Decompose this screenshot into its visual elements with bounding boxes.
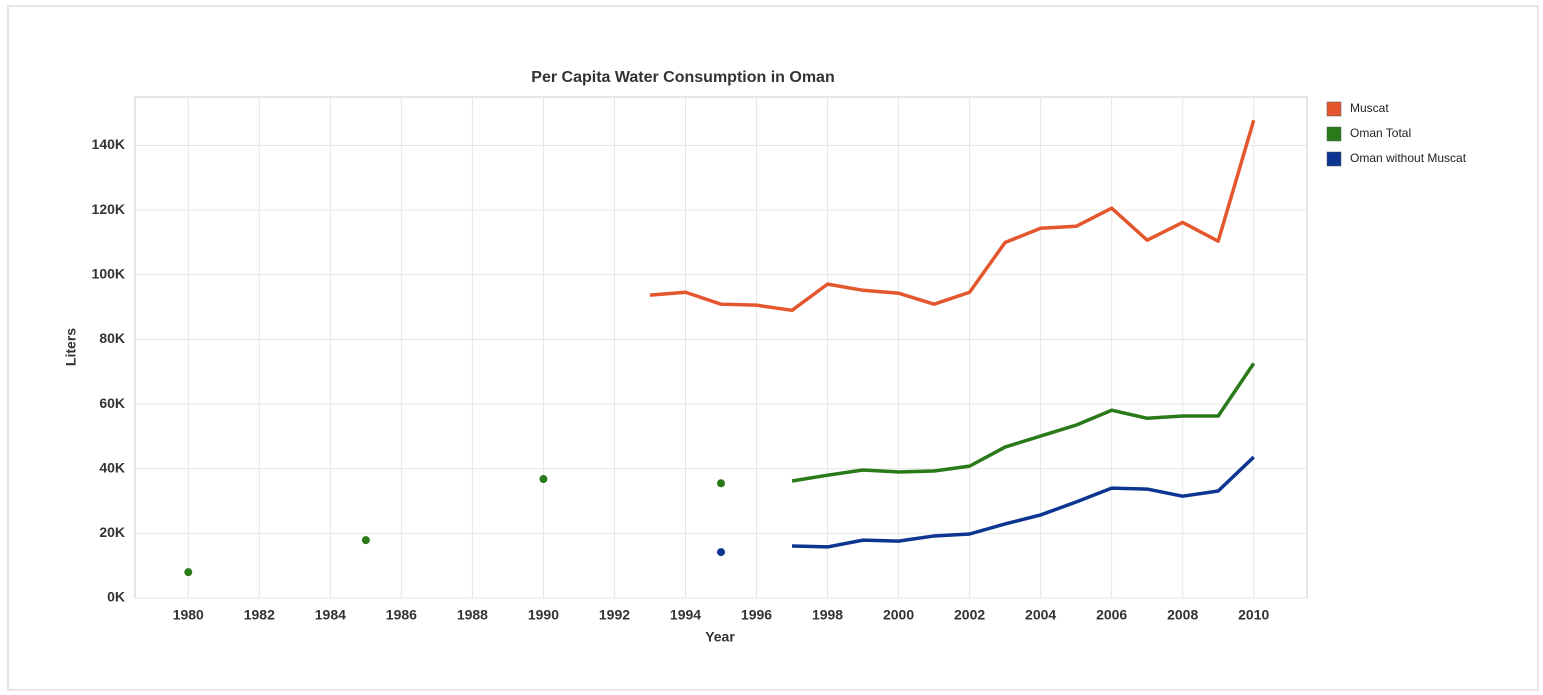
legend-label: Oman without Muscat bbox=[1350, 151, 1467, 165]
y-tick-label: 140K bbox=[92, 136, 125, 152]
data-point bbox=[717, 548, 725, 557]
y-tick-label: 40K bbox=[99, 459, 125, 475]
x-tick-label: 1998 bbox=[812, 607, 843, 623]
data-point bbox=[539, 475, 548, 484]
series-line bbox=[791, 362, 1256, 483]
x-tick-label: 1994 bbox=[670, 607, 701, 623]
data-point bbox=[184, 568, 193, 577]
x-tick-label: 2002 bbox=[954, 607, 985, 623]
legend-swatch bbox=[1326, 101, 1342, 117]
legend-swatch bbox=[1326, 126, 1342, 142]
x-tick-label: 2000 bbox=[883, 607, 914, 623]
y-tick-label: 80K bbox=[99, 330, 125, 346]
plot-area bbox=[134, 96, 1308, 599]
series-line bbox=[649, 119, 1256, 313]
legend-swatch bbox=[1326, 151, 1342, 167]
legend-label: Oman Total bbox=[1350, 126, 1411, 140]
y-axis-label: Liters bbox=[63, 328, 79, 366]
x-tick-label: 1984 bbox=[315, 607, 346, 623]
chart-title: Per Capita Water Consumption in Oman bbox=[531, 69, 834, 86]
x-tick-label: 1992 bbox=[599, 607, 630, 623]
x-tick-label: 1980 bbox=[173, 607, 204, 623]
y-tick-label: 20K bbox=[99, 524, 125, 540]
x-tick-label: 1988 bbox=[457, 607, 488, 623]
x-axis-label: Year bbox=[705, 629, 735, 645]
x-tick-label: 2006 bbox=[1096, 607, 1127, 623]
legend-label: Muscat bbox=[1350, 101, 1389, 115]
y-tick-label: 0K bbox=[107, 589, 125, 605]
series-line bbox=[791, 455, 1255, 549]
x-tick-label: 2008 bbox=[1167, 607, 1198, 623]
x-tick-label: 1996 bbox=[741, 607, 772, 623]
x-tick-label: 1982 bbox=[244, 607, 275, 623]
data-point bbox=[717, 479, 725, 488]
x-tick-label: 2010 bbox=[1238, 607, 1269, 623]
x-tick-label: 1990 bbox=[528, 607, 559, 623]
y-tick-label: 100K bbox=[92, 265, 125, 281]
data-point bbox=[361, 536, 370, 545]
y-tick-label: 60K bbox=[99, 395, 125, 411]
y-tick-label: 120K bbox=[92, 201, 125, 217]
x-tick-label: 1986 bbox=[386, 607, 417, 623]
x-tick-label: 2004 bbox=[1025, 607, 1056, 623]
